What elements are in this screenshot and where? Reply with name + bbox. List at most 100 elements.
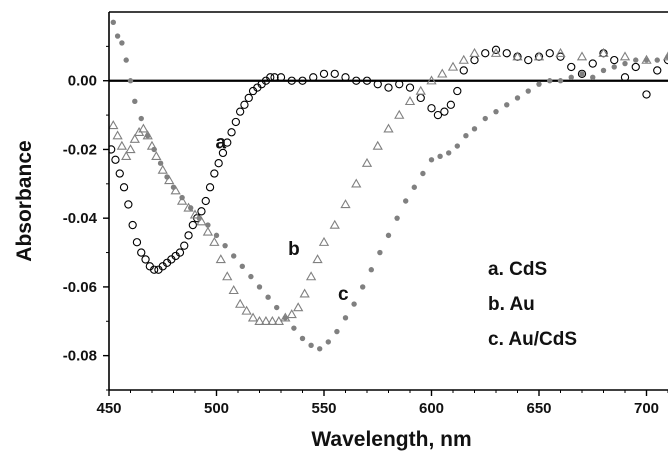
data-point <box>512 51 523 61</box>
data-point <box>481 49 490 58</box>
data-point <box>227 128 236 137</box>
data-point <box>170 184 177 190</box>
data-point <box>555 47 566 57</box>
data-point <box>176 195 188 205</box>
data-point <box>109 120 119 130</box>
data-point <box>491 45 501 54</box>
data-point <box>112 130 123 140</box>
data-point <box>360 284 366 290</box>
data-point <box>351 301 357 307</box>
data-point <box>361 157 373 167</box>
data-point <box>247 312 259 322</box>
data-point <box>157 164 168 174</box>
data-point <box>115 169 124 178</box>
y-axis-title: Absorbance <box>13 140 36 261</box>
data-point <box>329 219 340 229</box>
data-point <box>180 241 189 250</box>
data-point <box>239 263 245 269</box>
data-point <box>265 294 271 300</box>
data-point <box>631 62 640 72</box>
data-point <box>362 76 372 85</box>
data-point <box>132 98 138 105</box>
data-point <box>223 138 232 147</box>
data-point <box>196 215 202 221</box>
data-point <box>394 109 405 119</box>
data-point <box>309 73 318 82</box>
data-point <box>260 315 272 325</box>
legend-entry: a. CdS <box>488 259 547 280</box>
data-point <box>411 184 417 190</box>
data-point <box>416 93 425 103</box>
data-point <box>151 151 162 161</box>
data-point <box>228 285 239 295</box>
data-point <box>588 59 597 68</box>
data-point <box>533 51 545 61</box>
y-tick-label: -0.02 <box>63 141 97 158</box>
annotation-layer: a b c <box>216 133 350 305</box>
curve-label-c: c <box>338 284 349 305</box>
data-point <box>459 66 468 75</box>
legend: a. CdS b. Au c. Au/CdS <box>488 259 577 350</box>
data-point <box>129 133 140 143</box>
data-point <box>149 265 159 274</box>
curve-label-b: b <box>288 239 300 260</box>
data-point <box>493 108 499 115</box>
series-2 <box>109 47 668 325</box>
data-point <box>205 222 211 228</box>
data-point <box>267 315 278 325</box>
data-point <box>119 40 125 46</box>
data-point <box>114 33 121 39</box>
data-point <box>654 57 660 63</box>
data-point <box>270 73 279 82</box>
data-point <box>109 145 116 154</box>
data-point <box>458 54 469 64</box>
y-tick-label: -0.06 <box>63 279 97 296</box>
data-point <box>127 78 134 84</box>
data-point <box>524 55 533 65</box>
data-point <box>138 115 144 122</box>
data-point <box>179 194 185 201</box>
data-point <box>110 19 117 26</box>
legend-entry: c. Au/CdS <box>488 329 577 350</box>
axes-layer <box>108 11 668 391</box>
data-point <box>299 335 306 342</box>
data-point <box>446 100 455 109</box>
data-point <box>308 342 314 349</box>
data-point <box>490 47 502 57</box>
data-point <box>622 60 628 67</box>
x-tick-label: 450 <box>96 400 121 417</box>
data-point <box>151 146 157 153</box>
data-point <box>298 76 307 85</box>
data-point <box>205 183 215 192</box>
data-point <box>502 49 511 58</box>
data-point <box>525 88 531 94</box>
data-point <box>231 117 240 127</box>
data-point <box>437 153 443 160</box>
data-point <box>188 205 194 211</box>
data-point <box>235 107 245 116</box>
data-point <box>665 53 668 60</box>
data-point <box>437 68 448 78</box>
data-point <box>189 209 201 219</box>
data-point <box>197 207 206 216</box>
x-tick-label: 700 <box>634 400 659 417</box>
data-point <box>576 51 588 61</box>
data-point <box>330 69 339 79</box>
data-point <box>471 126 478 132</box>
data-point <box>384 83 393 92</box>
data-point <box>231 253 237 259</box>
data-point <box>317 346 323 352</box>
data-point <box>377 249 383 256</box>
data-point <box>241 305 252 315</box>
data-point <box>312 254 323 264</box>
data-point <box>404 96 416 106</box>
data-point <box>282 315 288 321</box>
data-point <box>293 302 304 312</box>
tick-layer: 450 500 550 600 650 700 0.00 -0.02 -0.04 -0.06 -0.… <box>63 45 668 417</box>
data-point <box>405 83 415 92</box>
data-point <box>124 200 133 209</box>
data-point <box>619 51 631 61</box>
data-point <box>214 159 223 168</box>
data-point <box>276 73 286 82</box>
data-point <box>577 69 587 79</box>
